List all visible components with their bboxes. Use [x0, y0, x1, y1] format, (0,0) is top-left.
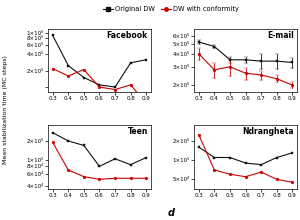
Text: Ndrangheta: Ndrangheta [242, 127, 294, 136]
Text: Teen: Teen [128, 127, 148, 136]
Text: d: d [167, 208, 175, 218]
Text: Mean stabilization time (MC steps): Mean stabilization time (MC steps) [4, 56, 8, 164]
Text: E-mail: E-mail [267, 31, 294, 40]
Legend: Original DW, DW with conformity: Original DW, DW with conformity [100, 3, 242, 15]
Text: Facebook: Facebook [106, 31, 148, 40]
